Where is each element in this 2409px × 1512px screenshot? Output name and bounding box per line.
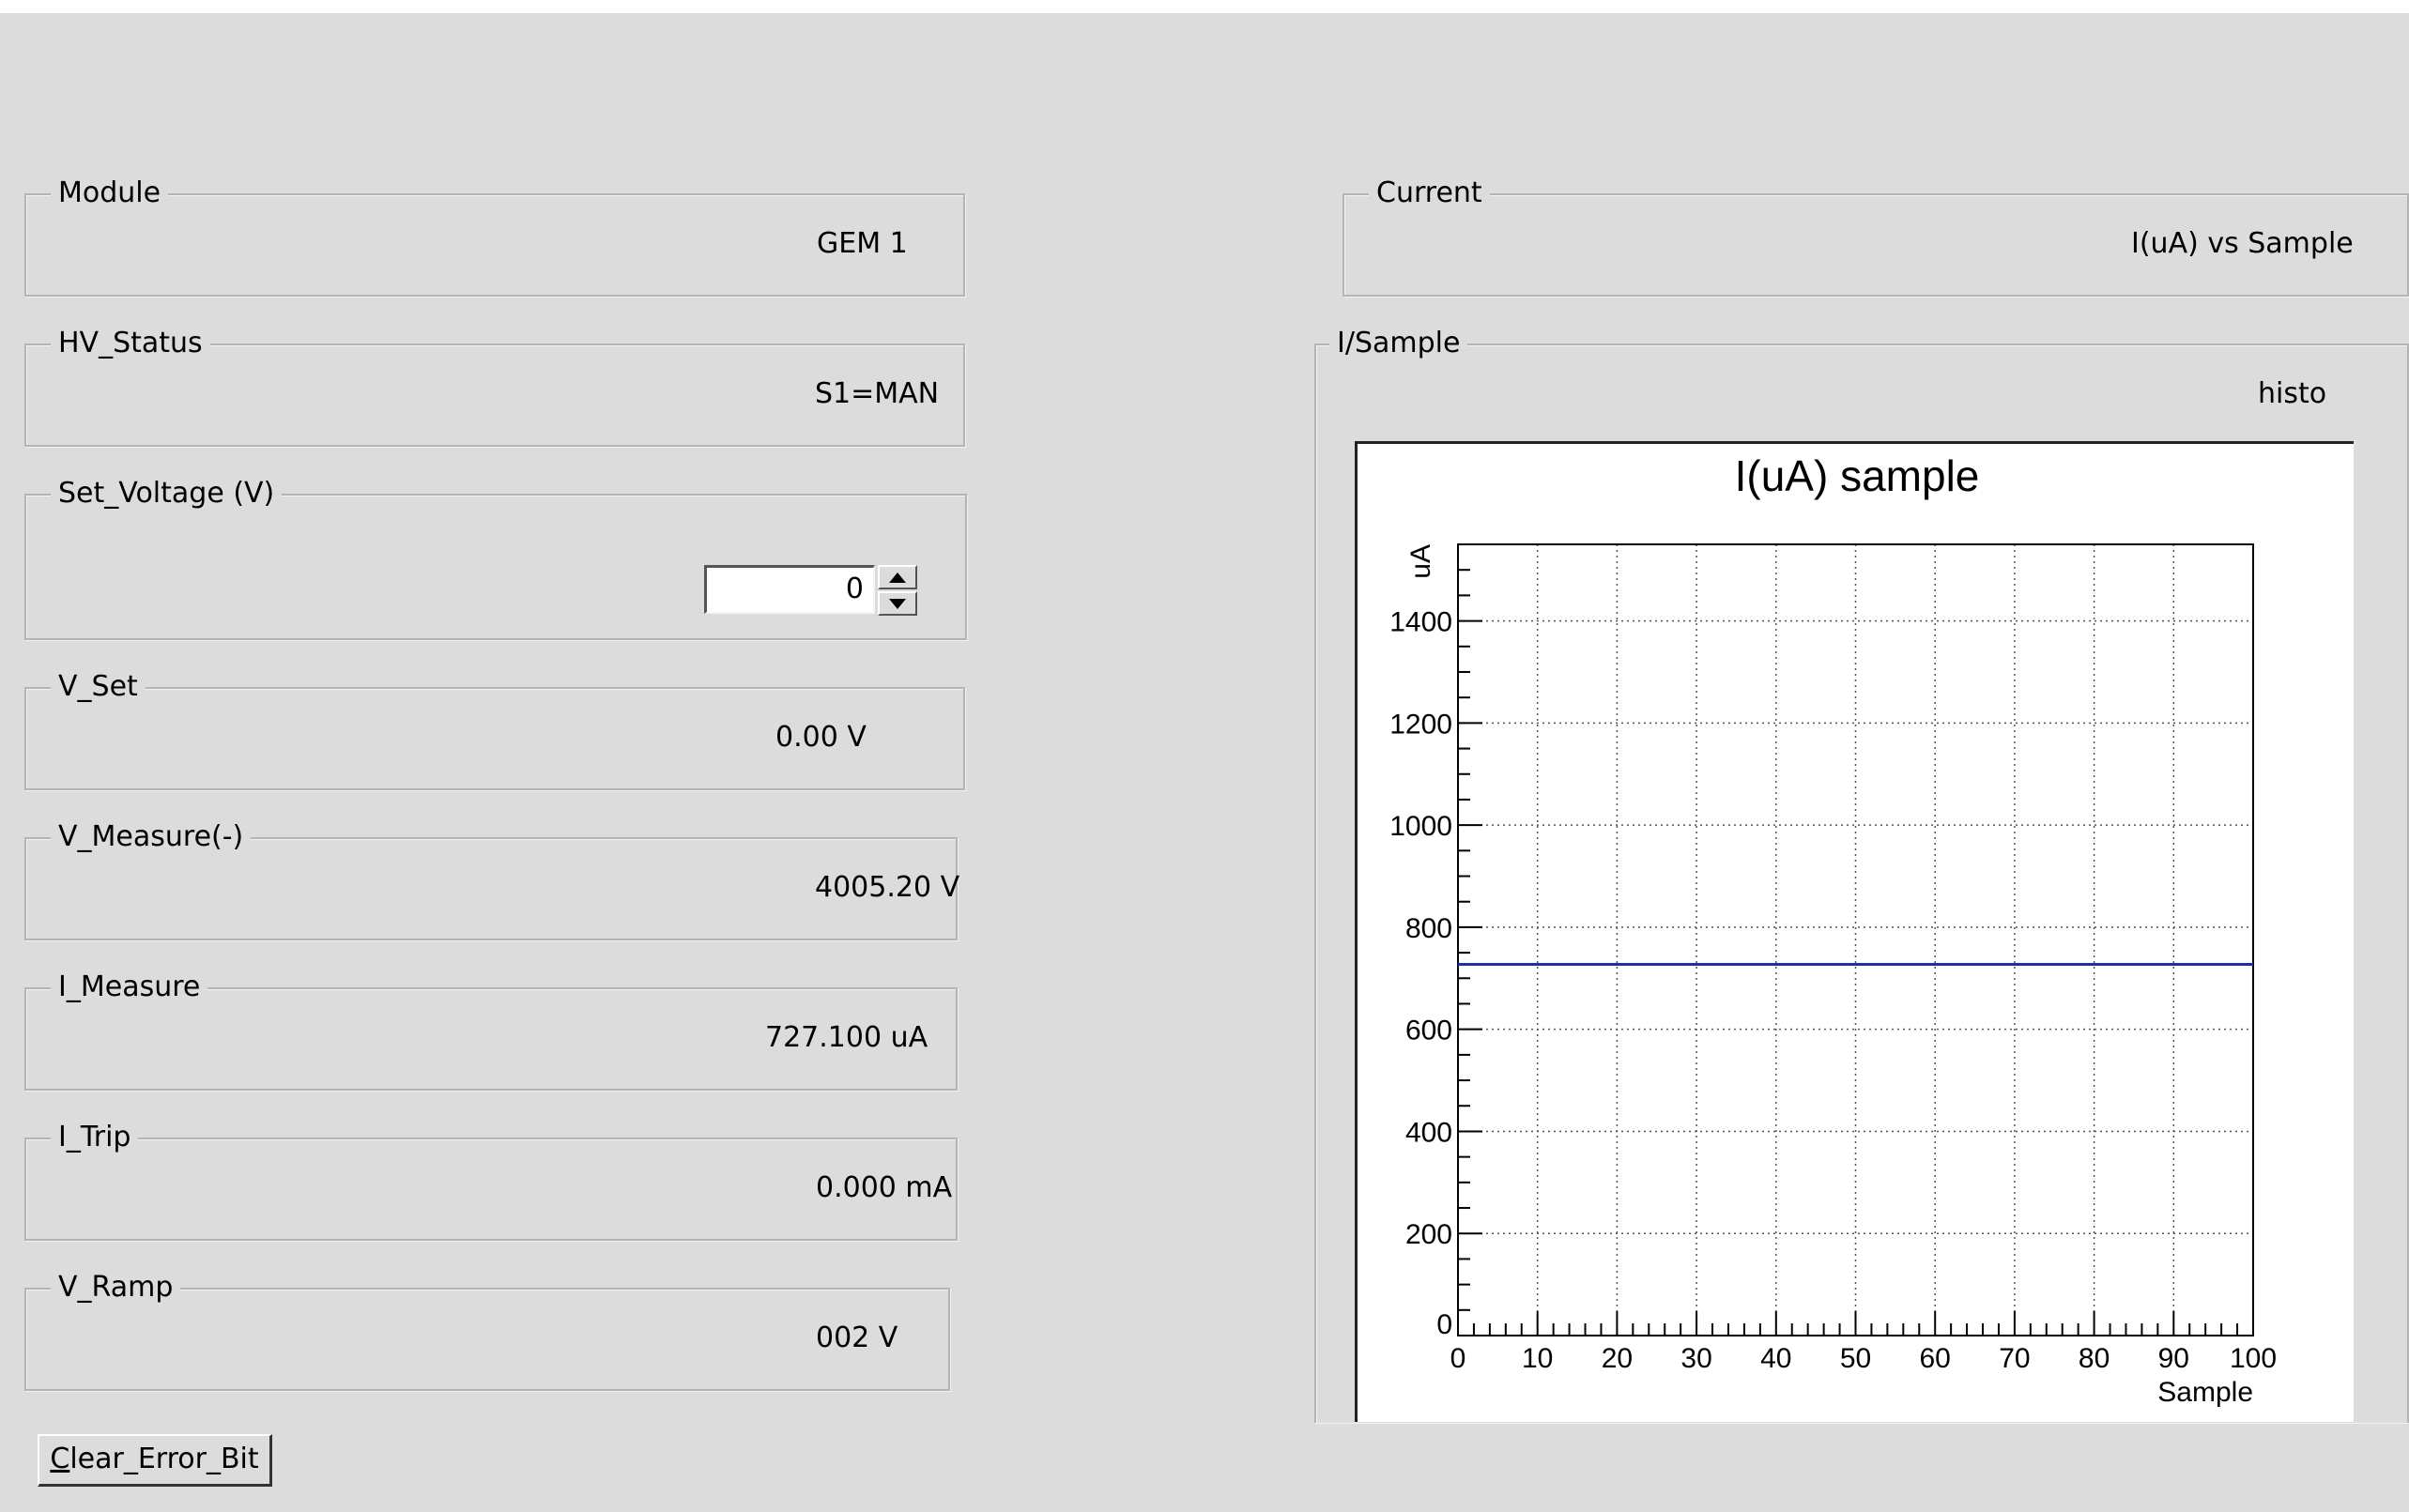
arrow-down-icon (889, 598, 906, 609)
i-trip-label: I_Trip (51, 1121, 139, 1154)
v-set-label: V_Set (51, 670, 146, 704)
clear-button-mnemonic: C (50, 1443, 70, 1475)
v-measure-group: V_Measure(-) (24, 820, 958, 940)
x-tick-label: 100 (2230, 1343, 2277, 1374)
v-measure-value: 4005.20 V (815, 871, 960, 904)
y-tick-label: 600 (1405, 1016, 1452, 1046)
hv-status-group: HV_Status (24, 327, 965, 447)
i-measure-group: I_Measure (24, 970, 958, 1091)
isample-group: I/Sample (1314, 327, 2409, 1423)
x-tick-label: 60 (1920, 1343, 1951, 1374)
i-trip-group: I_Trip (24, 1121, 958, 1241)
hv-status-label: HV_Status (51, 327, 210, 360)
v-ramp-value: 002 V (816, 1321, 898, 1354)
isample-label: I/Sample (1329, 327, 1468, 360)
clear-button-label: lear_Error_Bit (69, 1443, 259, 1475)
v-measure-label: V_Measure(-) (51, 820, 252, 854)
i-measure-label: I_Measure (51, 970, 208, 1004)
v-set-group: V_Set (24, 670, 965, 790)
y-tick-label: 400 (1405, 1117, 1452, 1148)
window-top-strip (0, 0, 2409, 13)
x-axis-label: Sample (2157, 1377, 2253, 1408)
stepper-up-button[interactable] (878, 565, 917, 589)
y-tick-label: 0 (1436, 1309, 1452, 1340)
current-group: Current (1343, 176, 2409, 297)
y-axis-label: uA (1405, 544, 1436, 579)
clear-error-bit-button[interactable]: Clear_Error_Bit (38, 1434, 272, 1487)
v-ramp-group: V_Ramp (24, 1271, 950, 1391)
x-tick-label: 10 (1522, 1343, 1553, 1374)
x-tick-label: 30 (1680, 1343, 1711, 1374)
stepper-down-button[interactable] (878, 591, 917, 616)
hv-status-value: S1=MAN (815, 377, 940, 410)
arrow-up-icon (889, 572, 906, 583)
i-measure-value: 727.100 uA (765, 1021, 928, 1054)
set-voltage-input[interactable]: 0 (704, 565, 875, 614)
x-tick-label: 70 (1999, 1343, 2030, 1374)
chart-canvas[interactable]: I(uA) sample 0 10 20 30 40 50 60 70 80 90 100 0 200 40… (1355, 441, 2354, 1422)
v-ramp-label: V_Ramp (51, 1271, 181, 1305)
module-label: Module (51, 176, 169, 210)
x-tick-label: 50 (1840, 1343, 1871, 1374)
v-set-value: 0.00 V (775, 721, 867, 754)
module-group: Module (24, 176, 965, 297)
y-tick-label: 1000 (1389, 811, 1452, 842)
x-tick-label: 90 (2158, 1343, 2189, 1374)
current-label: Current (1369, 176, 1490, 210)
current-value: I(uA) vs Sample (2131, 227, 2354, 260)
y-tick-label: 1400 (1389, 607, 1452, 638)
module-value: GEM 1 (817, 227, 908, 260)
y-tick-label: 1200 (1389, 709, 1452, 740)
histo-name: histo (2258, 377, 2327, 410)
chart-title: I(uA) sample (1735, 451, 1980, 500)
x-tick-label: 20 (1602, 1343, 1633, 1374)
x-tick-label: 80 (2079, 1343, 2110, 1374)
y-tick-label: 800 (1405, 913, 1452, 944)
set-voltage-group: Set_Voltage (V) (24, 477, 967, 640)
x-tick-label: 40 (1760, 1343, 1791, 1374)
set-voltage-stepper[interactable] (878, 565, 917, 616)
set-voltage-label: Set_Voltage (V) (51, 477, 283, 511)
x-tick-label: 0 (1450, 1343, 1466, 1374)
i-trip-value: 0.000 mA (816, 1171, 953, 1204)
y-tick-label: 200 (1405, 1219, 1452, 1250)
